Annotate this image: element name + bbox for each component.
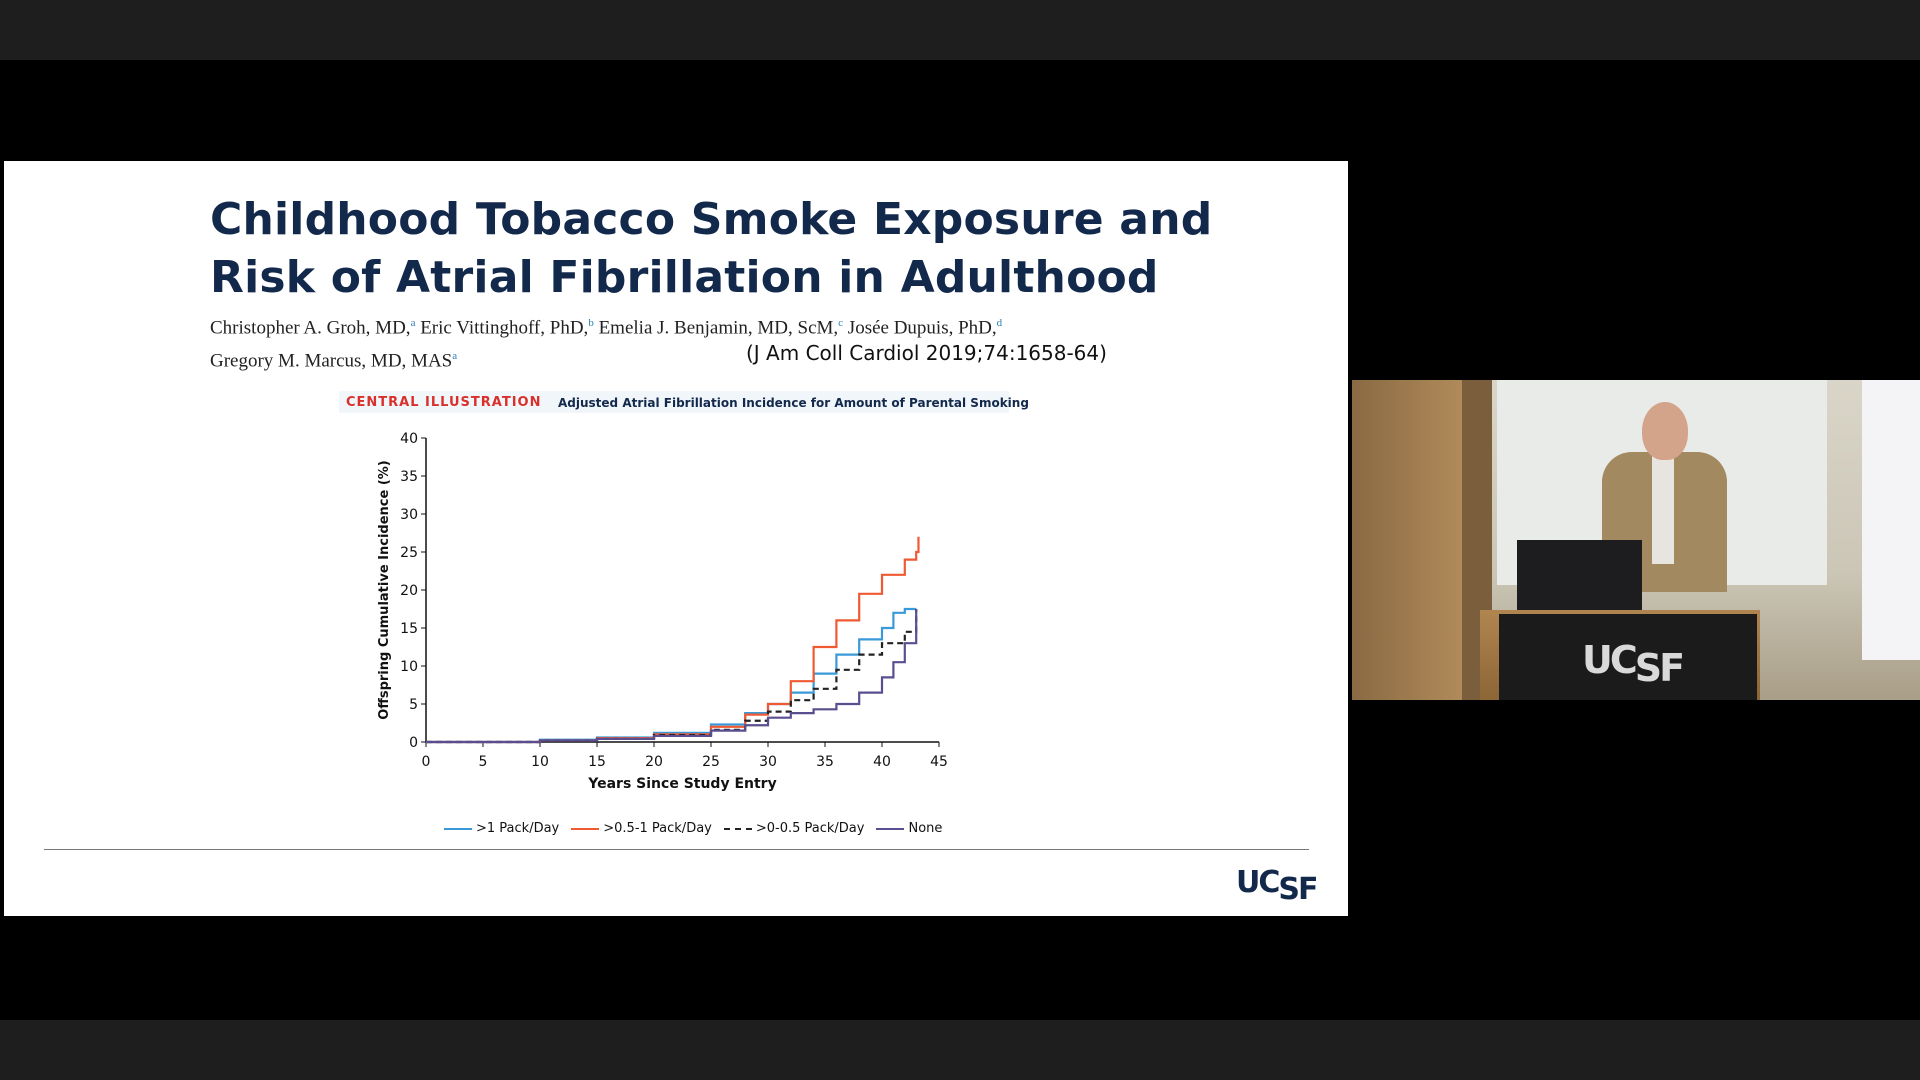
- x-tick-label: 25: [702, 754, 720, 770]
- ucsf-logo: UCSF: [1236, 865, 1319, 907]
- camera-projection-screen: [1862, 380, 1920, 660]
- author-affiliation: a: [410, 317, 416, 329]
- author: Gregory M. Marcus, MD, MAS: [210, 350, 453, 372]
- slide-title: Childhood Tobacco Smoke Exposure and Ris…: [210, 191, 1212, 307]
- author: Emelia J. Benjamin, MD, ScM,: [598, 317, 839, 339]
- series-line-3: [426, 609, 918, 744]
- journal-citation: (J Am Coll Cardiol 2019;74:1658-64): [746, 341, 1107, 365]
- legend-item-gt1: >1 Pack/Day: [444, 821, 559, 836]
- author-affiliation: b: [588, 317, 594, 329]
- y-tick-label: 25: [400, 545, 418, 561]
- y-tick-label: 10: [400, 659, 418, 675]
- central-illustration-title: Adjusted Atrial Fibrillation Incidence f…: [558, 396, 1029, 410]
- y-tick-label: 35: [400, 469, 418, 485]
- author: Christopher A. Groh, MD,: [210, 317, 411, 339]
- legend-swatch: [571, 827, 600, 830]
- y-tick-label: 5: [409, 697, 418, 713]
- speaker-camera-view: UCSF: [1352, 380, 1920, 700]
- y-tick-label: 20: [400, 583, 418, 599]
- y-tick-label: 40: [400, 431, 418, 447]
- podium-monitor: [1517, 540, 1642, 610]
- series-line-1: [426, 536, 920, 744]
- y-tick-label: 30: [400, 507, 418, 523]
- chart-legend: >1 Pack/Day >0.5-1 Pack/Day >0-0.5 Pack/…: [444, 821, 942, 836]
- legend-swatch: [876, 827, 905, 830]
- x-tick-label: 15: [588, 754, 606, 770]
- author: Eric Vittinghoff, PhD,: [420, 317, 589, 339]
- x-tick-label: 20: [645, 754, 663, 770]
- author: Josée Dupuis, PhD,: [847, 317, 997, 339]
- slide-title-line-1: Childhood Tobacco Smoke Exposure and: [210, 194, 1213, 245]
- central-illustration-bar: [339, 391, 1009, 413]
- central-illustration-label: CENTRAL ILLUSTRATION: [346, 395, 542, 410]
- x-axis-title: Years Since Study Entry: [587, 776, 776, 792]
- legend-swatch: [444, 827, 472, 830]
- podium-front-panel: [1499, 614, 1757, 700]
- video-top-band: [0, 0, 1920, 60]
- legend-swatch: [723, 827, 752, 830]
- x-tick-label: 40: [873, 754, 891, 770]
- camera-door: [1352, 380, 1462, 700]
- legend-label: >0-0.5 Pack/Day: [755, 821, 865, 836]
- x-tick-label: 0: [422, 754, 431, 770]
- author-list: Christopher A. Groh, MD,a Eric Vittingho…: [210, 309, 1110, 376]
- x-tick-label: 45: [930, 754, 948, 770]
- speaker-shirt: [1652, 454, 1674, 564]
- author-affiliation: c: [838, 317, 844, 329]
- x-tick-label: 35: [816, 754, 834, 770]
- logo-uc: UC: [1236, 865, 1280, 900]
- x-tick-label: 30: [759, 754, 777, 770]
- x-tick-label: 10: [531, 754, 549, 770]
- y-tick-label: 0: [409, 735, 418, 751]
- legend-label: >0.5-1 Pack/Day: [603, 821, 712, 836]
- video-bottom-band: [0, 1020, 1920, 1080]
- legend-item-0-05: >0-0.5 Pack/Day: [723, 821, 865, 836]
- legend-label: None: [908, 821, 943, 836]
- series-line-2: [426, 609, 918, 744]
- footer-divider: [44, 849, 1309, 850]
- x-tick-label: 5: [479, 754, 488, 770]
- legend-label: >1 Pack/Day: [476, 821, 560, 836]
- author-affiliation: a: [452, 350, 458, 363]
- incidence-line-chart: 0 5 10 15 20 25 30 35 40 0 5 10 15 20 25 30 35 40 45 Years …: [377, 431, 948, 792]
- podium-logo-sf: SF: [1634, 646, 1685, 690]
- podium-ucsf-logo: UCSF: [1582, 638, 1685, 690]
- y-axis-title: Offspring Cumulative Incidence (%): [377, 460, 392, 719]
- slide-title-line-2: Risk of Atrial Fibrillation in Adulthood: [210, 252, 1159, 303]
- author-affiliation: d: [996, 317, 1003, 329]
- logo-sf: SF: [1278, 872, 1318, 907]
- y-tick-label: 15: [400, 621, 418, 637]
- series-line-0: [426, 607, 917, 744]
- legend-item-none: None: [876, 821, 942, 836]
- speaker-head: [1642, 402, 1688, 460]
- legend-item-05-1: >0.5-1 Pack/Day: [571, 821, 712, 836]
- presentation-slide: Childhood Tobacco Smoke Exposure and Ris…: [4, 161, 1348, 916]
- podium-logo-uc: UC: [1582, 638, 1638, 682]
